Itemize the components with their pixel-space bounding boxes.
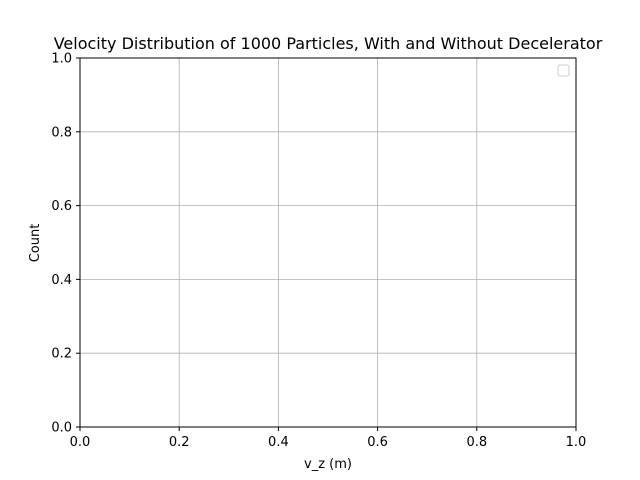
- chart-title: Velocity Distribution of 1000 Particles,…: [54, 34, 603, 53]
- x-tick-label: 0.8: [466, 435, 487, 450]
- plot-area: [80, 58, 576, 427]
- x-tick-label: 1.0: [566, 435, 587, 450]
- plot-frame: [79, 57, 577, 428]
- grid-lines: [80, 58, 576, 427]
- y-tick-label: 0.6: [51, 199, 72, 214]
- y-axis-label: Count: [28, 224, 43, 263]
- axis-ticks: 0.0 0.2 0.4 0.6 0.8 1.0 0.0 0.2 0.4 0.6 0.8 1.0: [51, 52, 586, 451]
- x-tick-label: 0.2: [169, 435, 190, 450]
- y-tick-label: 0.8: [51, 125, 72, 140]
- y-tick-label: 0.0: [51, 421, 72, 436]
- x-axis-label: v_z (m): [304, 457, 352, 472]
- x-tick-label: 0.4: [268, 435, 289, 450]
- y-tick-label: 1.0: [51, 52, 72, 67]
- y-tick-label: 0.2: [51, 347, 72, 362]
- x-tick-label: 0.0: [70, 435, 91, 450]
- y-tick-label: 0.4: [51, 273, 72, 288]
- legend: [557, 64, 570, 77]
- x-tick-label: 0.6: [367, 435, 388, 450]
